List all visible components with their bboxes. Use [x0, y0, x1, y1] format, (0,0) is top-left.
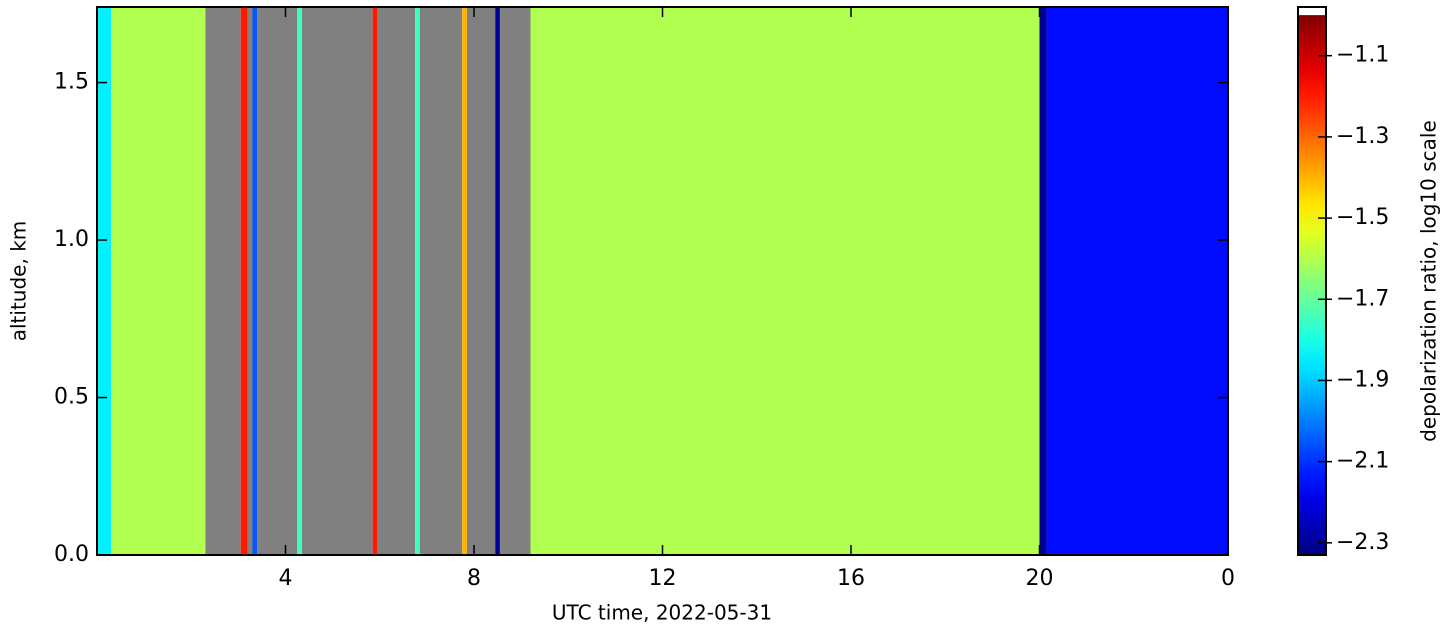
y-tick-label: 0.5: [54, 385, 89, 410]
heatmap-cell: [297, 7, 302, 555]
y-tick-label: 1.0: [54, 227, 89, 252]
no-data-cell: [419, 7, 463, 555]
heatmap-cell: [495, 7, 500, 555]
colorbar-tick-label: −2.1: [1336, 449, 1389, 474]
x-tick-label: 8: [467, 566, 481, 591]
colorbar-tick-label: −1.5: [1336, 205, 1389, 230]
heatmap-cell: [97, 7, 112, 555]
no-data-cell: [247, 7, 253, 555]
colorbar-over: [1298, 7, 1326, 16]
colorbar-tick-label: −2.3: [1336, 530, 1389, 555]
no-data-cell: [301, 7, 373, 555]
y-tick-label: 1.5: [54, 70, 89, 95]
heatmap-cell: [1039, 7, 1047, 555]
heatmap-cell: [252, 7, 258, 555]
heatmap-cell: [1046, 7, 1228, 555]
y-tick-label: 0.0: [54, 542, 89, 567]
no-data-cell: [466, 7, 496, 555]
colorbar-frame: [1297, 6, 1327, 556]
y-axis-label: altitude, km: [7, 221, 31, 342]
heatmap-cell: [111, 7, 206, 555]
no-data-cell: [377, 7, 416, 555]
colorbar: [1298, 15, 1326, 555]
colorbar-tick-label: −1.9: [1336, 367, 1389, 392]
colorbar-label: depolarization ratio, log10 scale: [1417, 120, 1441, 442]
heatmap-cell: [462, 7, 467, 555]
colorbar-tick-label: −1.1: [1336, 43, 1389, 68]
no-data-cell: [205, 7, 241, 555]
colorbar-tick-label: −1.3: [1336, 124, 1389, 149]
x-tick-label: 16: [837, 566, 865, 591]
x-tick-label: 0: [1221, 566, 1235, 591]
heatmap-cell: [240, 7, 248, 555]
heatmap-cell: [415, 7, 420, 555]
x-tick-label: 12: [649, 566, 677, 591]
heatmap-cell: [530, 7, 1040, 555]
x-tick-label: 4: [279, 566, 293, 591]
x-tick-label: 20: [1026, 566, 1054, 591]
no-data-cell: [499, 7, 531, 555]
heatmap-cell: [372, 7, 378, 555]
colorbar-tick-label: −1.7: [1336, 286, 1389, 311]
x-axis-label: UTC time, 2022-05-31: [552, 601, 772, 625]
no-data-cell: [257, 7, 298, 555]
